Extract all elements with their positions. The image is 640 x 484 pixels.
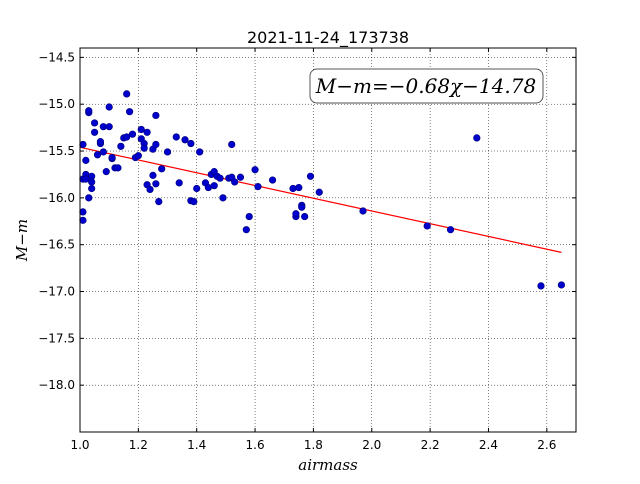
data-point <box>315 188 323 196</box>
data-point <box>196 148 204 156</box>
x-tick-label: 2.4 <box>479 438 498 452</box>
data-point <box>140 144 148 152</box>
y-tick-labels: −14.5 −15.0 −15.5 −16.0 −16.5 −17.0 −17.5 −18.0 <box>38 50 75 392</box>
data-point <box>446 226 455 234</box>
data-point <box>152 180 160 188</box>
fit-line <box>79 146 562 253</box>
data-point <box>134 152 142 160</box>
data-point <box>423 222 431 230</box>
y-axis-label: M−m <box>13 219 31 262</box>
x-tick-label: 1.2 <box>129 438 148 452</box>
data-point <box>149 171 157 179</box>
y-tick-label: −18.0 <box>38 378 75 392</box>
data-point <box>557 281 566 289</box>
data-point <box>228 140 236 149</box>
data-point <box>359 207 367 215</box>
x-axis-label: airmass <box>298 456 358 474</box>
x-tick-label: 2.2 <box>421 438 440 452</box>
y-tick-label: −17.0 <box>38 285 75 299</box>
y-tick-label: −14.5 <box>38 50 75 64</box>
fit-equation-frame <box>309 68 544 104</box>
data-point <box>268 176 277 184</box>
data-point <box>82 175 90 183</box>
data-point <box>123 90 131 98</box>
fit-equation-text: M−m=−0.68χ−14.78 <box>315 74 536 98</box>
y-tick-label: −15.0 <box>38 97 75 111</box>
data-point <box>216 174 224 182</box>
data-point <box>114 164 122 172</box>
data-point <box>82 156 90 164</box>
data-point <box>231 178 239 186</box>
data-point <box>143 128 151 136</box>
chart-title: 2021-11-24_173738 <box>247 28 409 48</box>
plot-area <box>80 48 576 432</box>
data-point <box>152 111 160 120</box>
y-tick-label: −17.5 <box>38 331 75 345</box>
data-point <box>90 128 99 136</box>
x-tick-labels: 1.0 1.2 1.4 1.6 1.8 2.0 2.2 2.4 2.6 <box>70 438 556 452</box>
data-point <box>292 210 300 218</box>
data-point <box>88 184 96 193</box>
data-point <box>90 119 99 127</box>
data-point <box>79 216 87 224</box>
data-point <box>152 140 160 149</box>
data-point <box>128 130 137 138</box>
data-point <box>163 148 172 156</box>
y-tick-label: −16.0 <box>38 191 75 205</box>
data-point <box>85 107 93 115</box>
fit-equation-box: M−m=−0.68χ−14.78 <box>309 68 544 104</box>
data-point <box>245 212 253 221</box>
x-tick-label: 1.4 <box>187 438 206 452</box>
data-point <box>210 182 218 190</box>
data-point <box>79 208 87 216</box>
data-point <box>298 203 306 211</box>
data-point <box>175 179 183 187</box>
x-tick-label: 2.6 <box>537 438 556 452</box>
x-tick-label: 1.6 <box>246 438 265 452</box>
data-point <box>85 194 93 202</box>
data-point <box>105 103 113 111</box>
data-point <box>99 148 107 156</box>
data-point <box>146 185 154 194</box>
x-tick-label: 1.8 <box>304 438 323 452</box>
data-point <box>254 183 262 191</box>
data-point <box>306 172 315 180</box>
data-point <box>190 198 198 206</box>
data-point <box>158 165 166 173</box>
data-point <box>137 125 145 134</box>
data-point <box>236 173 245 181</box>
x-tick-label: 2.0 <box>362 438 381 452</box>
data-point <box>93 151 102 159</box>
data-point <box>117 142 125 150</box>
data-point <box>108 153 116 162</box>
data-point <box>473 134 481 142</box>
data-point <box>105 123 113 131</box>
data-point <box>88 172 96 180</box>
data-point <box>301 212 309 221</box>
data-point <box>155 198 163 206</box>
plot-frame <box>79 47 577 433</box>
x-tick-label: 1.0 <box>70 438 89 452</box>
y-tick-label: −16.5 <box>38 238 75 252</box>
data-point <box>172 133 180 141</box>
data-point <box>251 166 259 174</box>
data-point <box>219 194 227 202</box>
data-point <box>79 140 87 149</box>
ticks <box>79 48 576 432</box>
data-point <box>126 108 134 116</box>
data-point <box>193 184 201 193</box>
data-point <box>187 139 195 148</box>
data-point <box>181 136 189 144</box>
y-tick-label: −15.5 <box>38 144 75 158</box>
data-point <box>537 282 545 290</box>
data-points <box>79 90 566 290</box>
data-point <box>295 183 303 192</box>
data-point <box>96 138 105 146</box>
data-point <box>102 168 110 176</box>
data-point <box>289 184 297 193</box>
data-point <box>123 133 131 141</box>
data-point <box>242 226 250 234</box>
